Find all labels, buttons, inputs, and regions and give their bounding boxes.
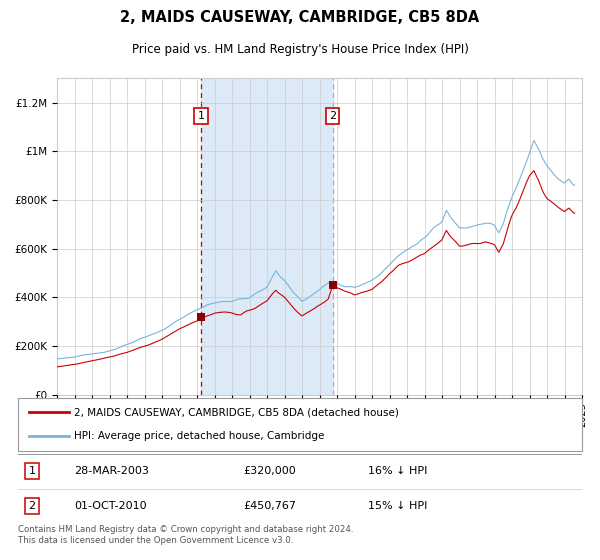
Text: 28-MAR-2003: 28-MAR-2003 xyxy=(74,466,149,476)
Text: 2, MAIDS CAUSEWAY, CAMBRIDGE, CB5 8DA: 2, MAIDS CAUSEWAY, CAMBRIDGE, CB5 8DA xyxy=(121,11,479,26)
Text: 1: 1 xyxy=(197,111,205,122)
Text: Contains HM Land Registry data © Crown copyright and database right 2024.
This d: Contains HM Land Registry data © Crown c… xyxy=(18,525,353,545)
Text: 1: 1 xyxy=(29,466,35,476)
Text: 2, MAIDS CAUSEWAY, CAMBRIDGE, CB5 8DA (detached house): 2, MAIDS CAUSEWAY, CAMBRIDGE, CB5 8DA (d… xyxy=(74,408,399,418)
Text: 16% ↓ HPI: 16% ↓ HPI xyxy=(368,466,427,476)
Bar xyxy=(573,78,582,395)
Text: 15% ↓ HPI: 15% ↓ HPI xyxy=(368,501,427,511)
Text: 2: 2 xyxy=(29,501,35,511)
Text: £450,767: £450,767 xyxy=(244,501,296,511)
Text: 2: 2 xyxy=(329,111,336,122)
Text: HPI: Average price, detached house, Cambridge: HPI: Average price, detached house, Camb… xyxy=(74,431,325,441)
Bar xyxy=(201,78,332,395)
Text: £320,000: £320,000 xyxy=(244,466,296,476)
Text: Price paid vs. HM Land Registry's House Price Index (HPI): Price paid vs. HM Land Registry's House … xyxy=(131,44,469,57)
Text: 01-OCT-2010: 01-OCT-2010 xyxy=(74,501,147,511)
